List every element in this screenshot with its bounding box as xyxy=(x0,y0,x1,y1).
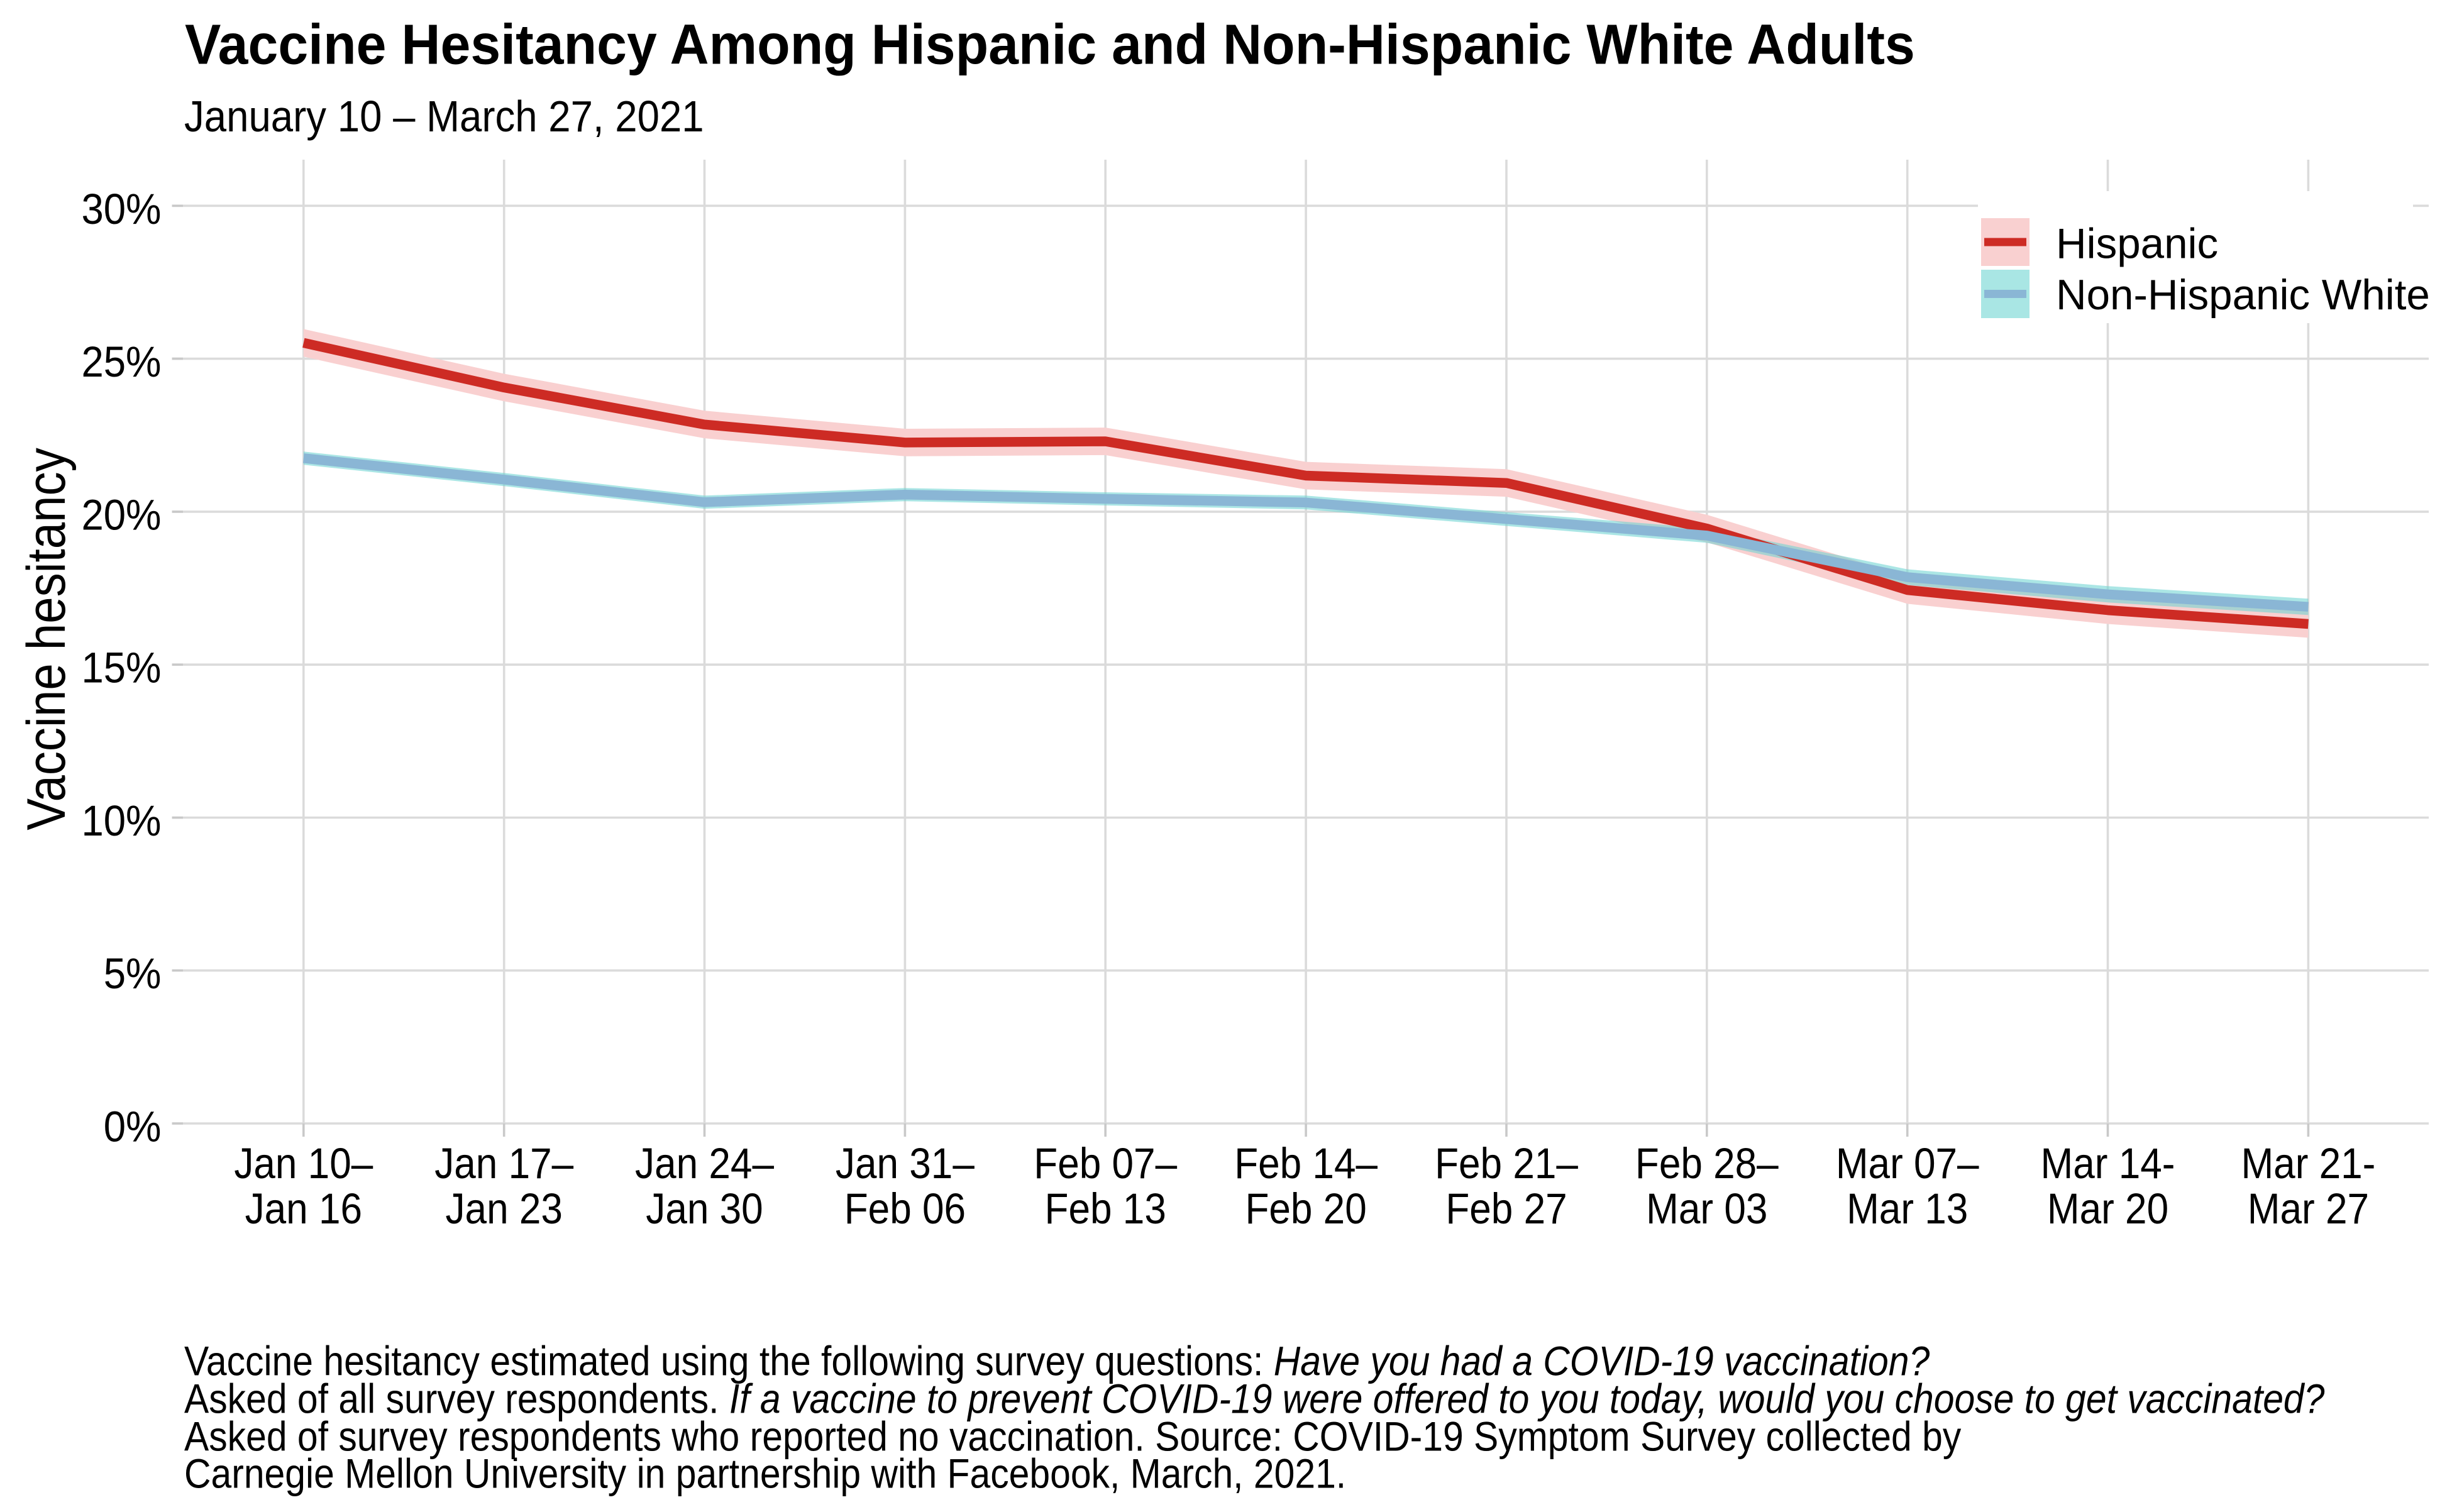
svg-text:Non-Hispanic White: Non-Hispanic White xyxy=(2056,272,2430,319)
svg-text:Jan 23: Jan 23 xyxy=(445,1184,562,1233)
svg-text:January 10 – March 27, 2021: January 10 – March 27, 2021 xyxy=(184,92,704,141)
svg-text:Feb 07–: Feb 07– xyxy=(1034,1139,1177,1188)
svg-text:Asked of survey respondents wh: Asked of survey respondents who reported… xyxy=(184,1413,1962,1460)
svg-text:Jan 30: Jan 30 xyxy=(646,1184,763,1233)
svg-text:Mar 21-: Mar 21- xyxy=(2241,1139,2375,1188)
svg-text:Jan 17–: Jan 17– xyxy=(434,1139,573,1188)
svg-text:Feb 13: Feb 13 xyxy=(1045,1184,1166,1233)
svg-text:Jan 10–: Jan 10– xyxy=(234,1139,373,1188)
svg-text:Mar 03: Mar 03 xyxy=(1646,1184,1767,1233)
svg-text:Feb 20: Feb 20 xyxy=(1245,1184,1366,1233)
svg-text:Feb 06: Feb 06 xyxy=(844,1184,966,1233)
svg-text:Vaccine hesitancy estimated us: Vaccine hesitancy estimated using the fo… xyxy=(184,1338,1930,1384)
svg-text:Jan 31–: Jan 31– xyxy=(836,1139,975,1188)
svg-text:Vaccine hesitancy: Vaccine hesitancy xyxy=(16,448,77,830)
svg-text:10%: 10% xyxy=(81,797,161,846)
svg-text:Mar 27: Mar 27 xyxy=(2248,1184,2369,1233)
svg-text:Mar 13: Mar 13 xyxy=(1847,1184,1968,1233)
svg-text:15%: 15% xyxy=(81,644,161,692)
svg-text:Carnegie Mellon University in: Carnegie Mellon University in partnershi… xyxy=(184,1450,1346,1497)
svg-text:Mar 07–: Mar 07– xyxy=(1836,1139,1979,1188)
svg-text:Vaccine Hesitancy Among Hispan: Vaccine Hesitancy Among Hispanic and Non… xyxy=(185,13,1915,76)
svg-text:Jan 16: Jan 16 xyxy=(245,1184,362,1233)
svg-text:Feb 28–: Feb 28– xyxy=(1635,1139,1779,1188)
svg-text:0%: 0% xyxy=(104,1103,162,1151)
svg-text:5%: 5% xyxy=(104,950,162,998)
svg-text:Feb 21–: Feb 21– xyxy=(1435,1139,1578,1188)
svg-text:Mar 14-: Mar 14- xyxy=(2041,1139,2175,1188)
svg-text:20%: 20% xyxy=(81,491,161,539)
svg-text:Feb 14–: Feb 14– xyxy=(1234,1139,1378,1188)
svg-text:Jan 24–: Jan 24– xyxy=(635,1139,774,1188)
svg-text:Mar 20: Mar 20 xyxy=(2047,1184,2168,1233)
svg-text:Feb 27: Feb 27 xyxy=(1445,1184,1567,1233)
svg-text:Asked of all survey respondent: Asked of all survey respondents. If a va… xyxy=(184,1376,2325,1422)
svg-text:30%: 30% xyxy=(81,185,161,233)
svg-text:Hispanic: Hispanic xyxy=(2056,220,2218,267)
svg-text:25%: 25% xyxy=(81,338,161,387)
